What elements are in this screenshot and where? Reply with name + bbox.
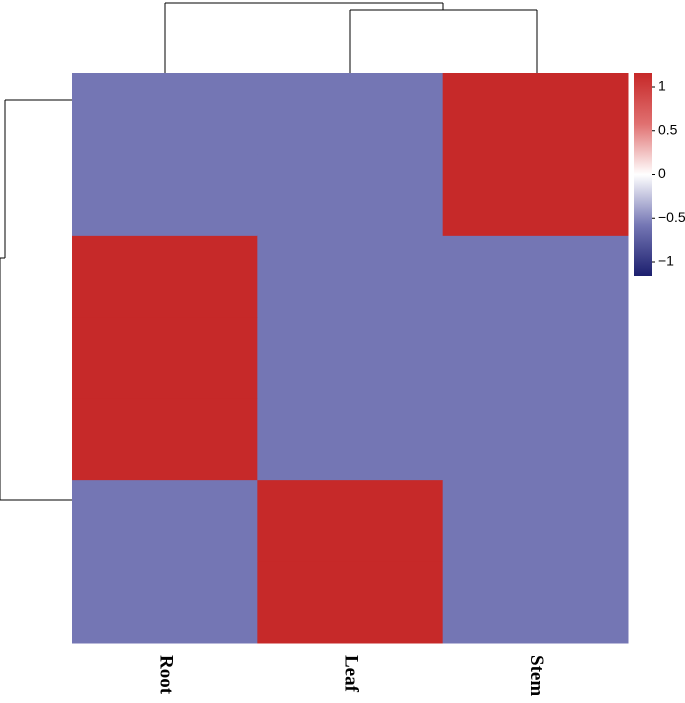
heatmap-cell <box>442 480 629 563</box>
column-label: Leaf <box>341 655 362 693</box>
heatmap-cells <box>72 73 629 644</box>
heatmap-cell <box>257 317 444 400</box>
heatmap-cell <box>257 73 444 155</box>
heatmap-cell <box>257 561 444 644</box>
heatmap-cell <box>442 154 629 237</box>
heatmap-cell <box>442 73 629 155</box>
heatmap-cell <box>72 235 258 318</box>
legend-bar <box>634 73 652 276</box>
legend-tick-label: −0.5 <box>658 209 685 225</box>
heatmap-cell <box>72 480 258 563</box>
heatmap-cell <box>257 480 444 563</box>
heatmap-cell <box>442 561 629 644</box>
column-label: Root <box>155 655 176 695</box>
row-dendrogram <box>0 99 72 501</box>
legend-tick-label: 1 <box>658 78 666 94</box>
heatmap-cell <box>72 317 258 400</box>
heatmap-cell <box>257 235 444 318</box>
heatmap-cell <box>257 154 444 237</box>
heatmap-cell <box>442 235 629 318</box>
legend-tick-label: 0 <box>658 165 666 181</box>
column-label: Stem <box>526 655 547 696</box>
heatmap-cell <box>72 398 258 481</box>
legend-tick-label: 0.5 <box>658 121 678 137</box>
heatmap-cell <box>257 398 444 481</box>
color-legend: 1 0.5 0 −0.5 −1 <box>634 73 685 276</box>
heatmap-cell <box>72 73 258 155</box>
heatmap-cell <box>72 561 258 644</box>
heatmap-cell <box>72 154 258 237</box>
heatmap-cell <box>442 398 629 481</box>
heatmap-cell <box>442 317 629 400</box>
column-dendrogram <box>164 2 538 73</box>
legend-tick-label: −1 <box>658 253 674 269</box>
